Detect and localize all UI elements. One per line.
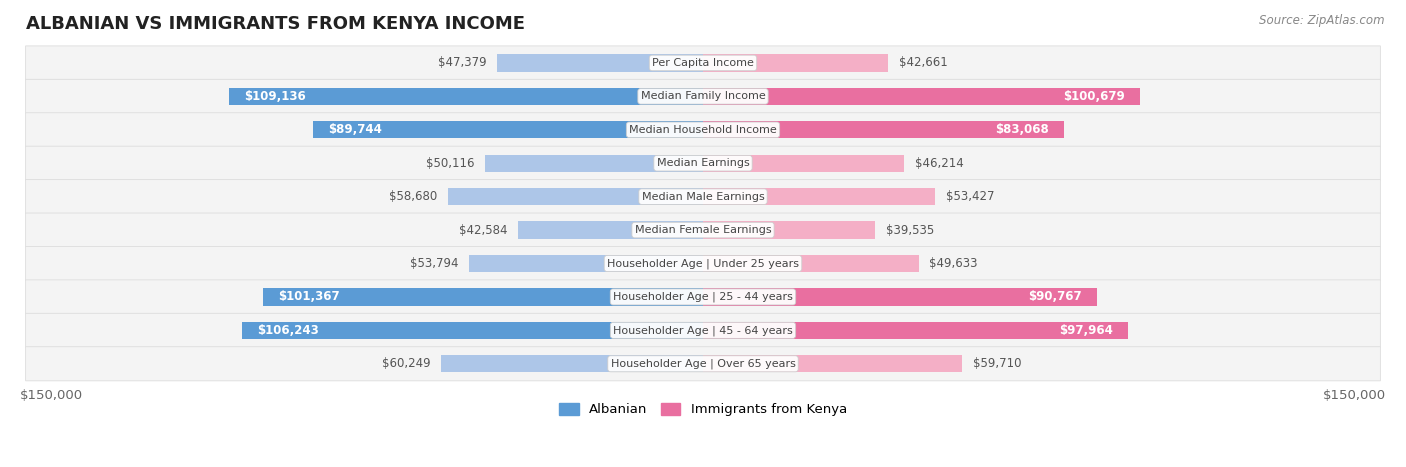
Text: $101,367: $101,367 xyxy=(278,290,340,304)
Bar xyxy=(703,188,935,205)
Bar xyxy=(314,121,703,139)
Text: $97,964: $97,964 xyxy=(1059,324,1114,337)
FancyBboxPatch shape xyxy=(25,79,1381,113)
Text: Per Capita Income: Per Capita Income xyxy=(652,58,754,68)
Text: $83,068: $83,068 xyxy=(995,123,1049,136)
Text: $49,633: $49,633 xyxy=(929,257,979,270)
Text: Median Family Income: Median Family Income xyxy=(641,92,765,101)
Bar xyxy=(703,121,1064,139)
Bar xyxy=(703,322,1129,339)
Text: ALBANIAN VS IMMIGRANTS FROM KENYA INCOME: ALBANIAN VS IMMIGRANTS FROM KENYA INCOME xyxy=(25,15,524,33)
Text: $42,584: $42,584 xyxy=(458,224,508,237)
Text: Householder Age | Over 65 years: Householder Age | Over 65 years xyxy=(610,359,796,369)
Text: $39,535: $39,535 xyxy=(886,224,934,237)
Bar xyxy=(703,221,875,239)
Text: $42,661: $42,661 xyxy=(898,57,948,70)
Bar xyxy=(441,355,703,373)
Text: $58,680: $58,680 xyxy=(389,190,437,203)
Bar xyxy=(485,155,703,172)
Text: Source: ZipAtlas.com: Source: ZipAtlas.com xyxy=(1260,14,1385,27)
Text: $100,679: $100,679 xyxy=(1063,90,1125,103)
Text: Median Earnings: Median Earnings xyxy=(657,158,749,168)
Text: Median Household Income: Median Household Income xyxy=(628,125,778,135)
Text: $60,249: $60,249 xyxy=(382,357,430,370)
Bar xyxy=(449,188,703,205)
Text: $89,744: $89,744 xyxy=(329,123,382,136)
Text: $47,379: $47,379 xyxy=(437,57,486,70)
FancyBboxPatch shape xyxy=(25,347,1381,381)
FancyBboxPatch shape xyxy=(25,46,1381,80)
Bar xyxy=(703,288,1097,305)
Legend: Albanian, Immigrants from Kenya: Albanian, Immigrants from Kenya xyxy=(554,397,852,422)
Text: $53,427: $53,427 xyxy=(946,190,994,203)
Bar xyxy=(263,288,703,305)
Bar xyxy=(703,54,889,71)
FancyBboxPatch shape xyxy=(25,247,1381,281)
FancyBboxPatch shape xyxy=(25,180,1381,214)
Bar xyxy=(498,54,703,71)
FancyBboxPatch shape xyxy=(25,280,1381,314)
Bar xyxy=(703,88,1140,105)
Bar xyxy=(470,255,703,272)
Text: $46,214: $46,214 xyxy=(914,157,963,170)
Bar xyxy=(703,155,904,172)
Text: $53,794: $53,794 xyxy=(411,257,458,270)
FancyBboxPatch shape xyxy=(25,213,1381,247)
Text: $106,243: $106,243 xyxy=(257,324,319,337)
Text: Householder Age | 45 - 64 years: Householder Age | 45 - 64 years xyxy=(613,325,793,336)
Text: $109,136: $109,136 xyxy=(245,90,307,103)
Bar xyxy=(517,221,703,239)
Text: $50,116: $50,116 xyxy=(426,157,475,170)
FancyBboxPatch shape xyxy=(25,113,1381,147)
FancyBboxPatch shape xyxy=(25,146,1381,180)
Bar xyxy=(703,355,962,373)
Bar xyxy=(703,255,918,272)
Text: Median Female Earnings: Median Female Earnings xyxy=(634,225,772,235)
Text: Householder Age | Under 25 years: Householder Age | Under 25 years xyxy=(607,258,799,269)
Bar xyxy=(242,322,703,339)
Text: $90,767: $90,767 xyxy=(1028,290,1083,304)
Text: Median Male Earnings: Median Male Earnings xyxy=(641,191,765,202)
Text: Householder Age | 25 - 44 years: Householder Age | 25 - 44 years xyxy=(613,292,793,302)
FancyBboxPatch shape xyxy=(25,313,1381,347)
Bar xyxy=(229,88,703,105)
Text: $59,710: $59,710 xyxy=(973,357,1022,370)
